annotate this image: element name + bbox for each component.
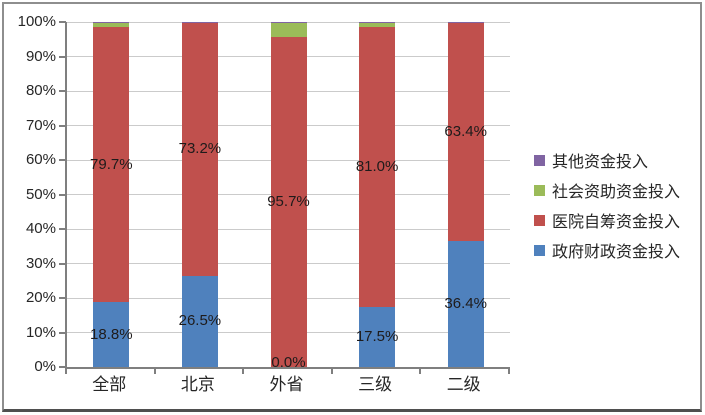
- bar-北京: [181, 22, 218, 367]
- legend-item: 医院自筹资金投入: [534, 209, 680, 231]
- bar-segment: [93, 302, 130, 367]
- plot-area: 18.8% 79.7% 26.5% 73.2% 0.0% 95.7% 17.5% 81.0% 3…: [65, 21, 510, 371]
- bar-segment: [181, 23, 218, 276]
- data-label: 18.8%: [90, 325, 133, 343]
- y-tick-mark: [59, 159, 66, 161]
- x-category-label: 三级: [358, 375, 393, 394]
- y-tick-label: 100%: [17, 13, 56, 30]
- data-label: 17.5%: [355, 327, 399, 345]
- x-tick-mark: [508, 369, 510, 374]
- x-tick-mark: [242, 369, 245, 374]
- x-tick-mark: [65, 369, 67, 374]
- legend-swatch-icon: [534, 244, 545, 256]
- y-tick-mark: [59, 331, 66, 334]
- legend-item: 其他资金投入: [534, 149, 680, 171]
- data-label: 73.2%: [178, 140, 222, 158]
- legend-label: 政府财政资金投入: [552, 244, 681, 261]
- x-category-label: 二级: [446, 375, 481, 394]
- y-tick-label: 30%: [25, 254, 56, 272]
- y-tick-label: 80%: [25, 82, 56, 99]
- x-category-label: 北京: [180, 375, 215, 394]
- bar-segment: [270, 36, 307, 367]
- legend-label: 社会资助资金投入: [552, 184, 681, 201]
- legend-label: 医院自筹资金投入: [552, 214, 681, 231]
- bar-三级: [359, 22, 396, 367]
- legend: 其他资金投入社会资助资金投入 医院自筹资金投入 政府财政资金投入: [534, 149, 680, 261]
- y-tick-label: 20%: [25, 289, 56, 306]
- bar-segment: [181, 275, 218, 367]
- bar-segment: [447, 22, 484, 242]
- data-label: 0.0%: [271, 354, 306, 371]
- y-tick-mark: [59, 366, 66, 368]
- x-category-label: 全部: [92, 375, 127, 394]
- y-tick-mark: [59, 124, 66, 127]
- data-label: 63.4%: [444, 123, 487, 141]
- y-tick-mark: [59, 90, 66, 92]
- legend-swatch-icon: [534, 214, 545, 226]
- legend-label: 其他资金投入: [552, 154, 649, 171]
- y-tick-label: 0%: [34, 358, 56, 375]
- bar-segment: [359, 27, 396, 307]
- y-tick-label: 10%: [25, 323, 56, 341]
- data-label: 36.4%: [444, 295, 487, 313]
- data-label: 81.0%: [355, 157, 399, 175]
- y-tick-mark: [59, 262, 66, 265]
- y-tick-label: 90%: [25, 47, 56, 65]
- x-tick-mark: [419, 369, 422, 374]
- bar-segment: [270, 22, 307, 37]
- bar-segment: [447, 241, 484, 367]
- data-label: 95.7%: [267, 192, 310, 210]
- y-tick-mark: [59, 55, 66, 58]
- legend-item: 社会资助资金投入: [534, 179, 680, 201]
- x-tick-mark: [153, 369, 156, 374]
- y-tick-mark: [59, 228, 66, 230]
- legend-item: 政府财政资金投入: [534, 239, 680, 261]
- bar-全部: [93, 22, 130, 367]
- gridline: [67, 21, 510, 23]
- x-tick-mark: [330, 369, 333, 374]
- y-tick-label: 70%: [25, 116, 56, 134]
- bar-segment: [359, 22, 396, 28]
- data-label: 26.5%: [178, 312, 222, 330]
- y-tick-label: 60%: [25, 151, 56, 168]
- y-tick-mark: [59, 297, 66, 299]
- y-tick-label: 40%: [25, 220, 56, 237]
- legend-swatch-icon: [534, 184, 545, 196]
- y-tick-mark: [59, 193, 66, 196]
- y-tick-label: 50%: [25, 185, 56, 203]
- y-tick-mark: [59, 21, 66, 23]
- bar-segment: [359, 306, 396, 367]
- data-label: 79.7%: [90, 155, 133, 173]
- bar-segment: [93, 27, 130, 303]
- bar-二级: [447, 22, 484, 367]
- legend-swatch-icon: [534, 154, 545, 166]
- bar-segment: [181, 22, 218, 24]
- bar-外省: [270, 22, 307, 367]
- bar-segment: [93, 22, 130, 28]
- x-category-label: 外省: [269, 375, 304, 394]
